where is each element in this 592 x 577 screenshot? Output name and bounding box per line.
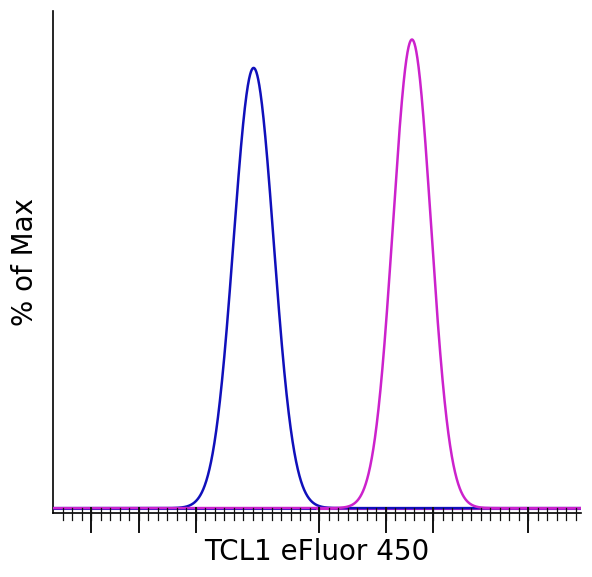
X-axis label: TCL1 eFluor 450: TCL1 eFluor 450 (204, 538, 430, 566)
Y-axis label: % of Max: % of Max (11, 198, 39, 326)
